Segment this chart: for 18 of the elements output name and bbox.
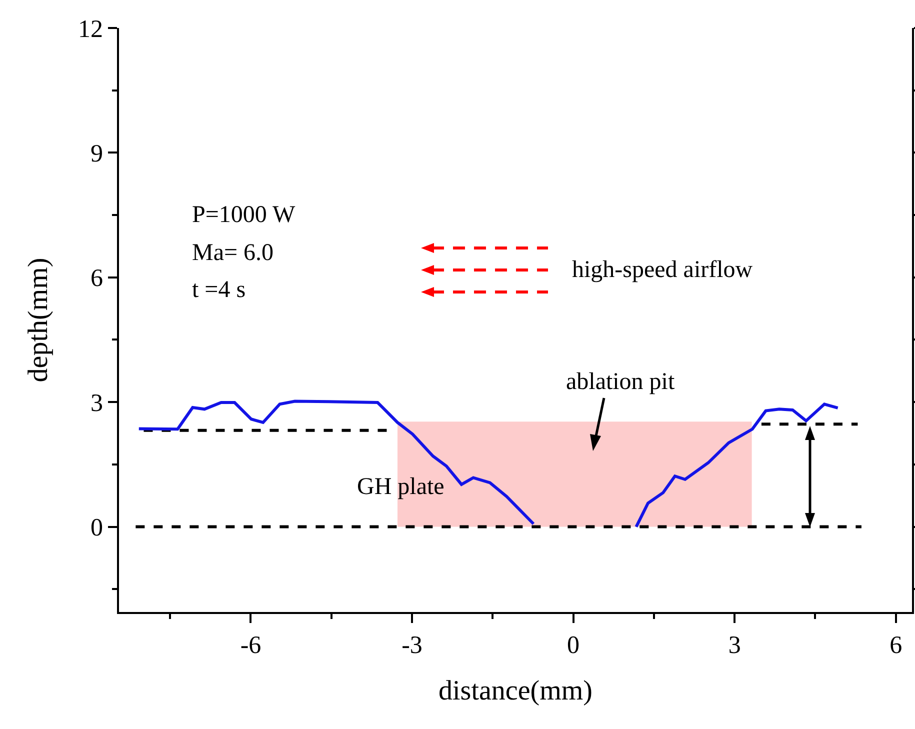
annotation: t =4 s: [192, 277, 246, 303]
x-axis-title: distance(mm): [438, 676, 592, 707]
annotation: GH plate: [357, 474, 444, 500]
annotation: ablation pit: [566, 369, 675, 395]
y-tick-label: 12: [78, 16, 103, 43]
annotation: Ma= 6.0: [192, 240, 274, 266]
y-tick-label: 0: [90, 514, 103, 542]
y-tick-label: 9: [90, 140, 103, 168]
annotation: high-speed airflow: [572, 257, 754, 283]
x-tick-label: -6: [240, 632, 262, 659]
x-tick-label: 3: [728, 632, 741, 659]
y-tick-label: 3: [90, 390, 103, 417]
x-tick-label: 0: [567, 632, 580, 659]
y-tick-label: 6: [90, 265, 103, 292]
x-tick-label: -3: [402, 632, 422, 659]
x-tick-label: 6: [890, 632, 902, 659]
annotation: P=1000 W: [192, 202, 296, 228]
y-axis-title: depth(mm): [23, 258, 54, 382]
